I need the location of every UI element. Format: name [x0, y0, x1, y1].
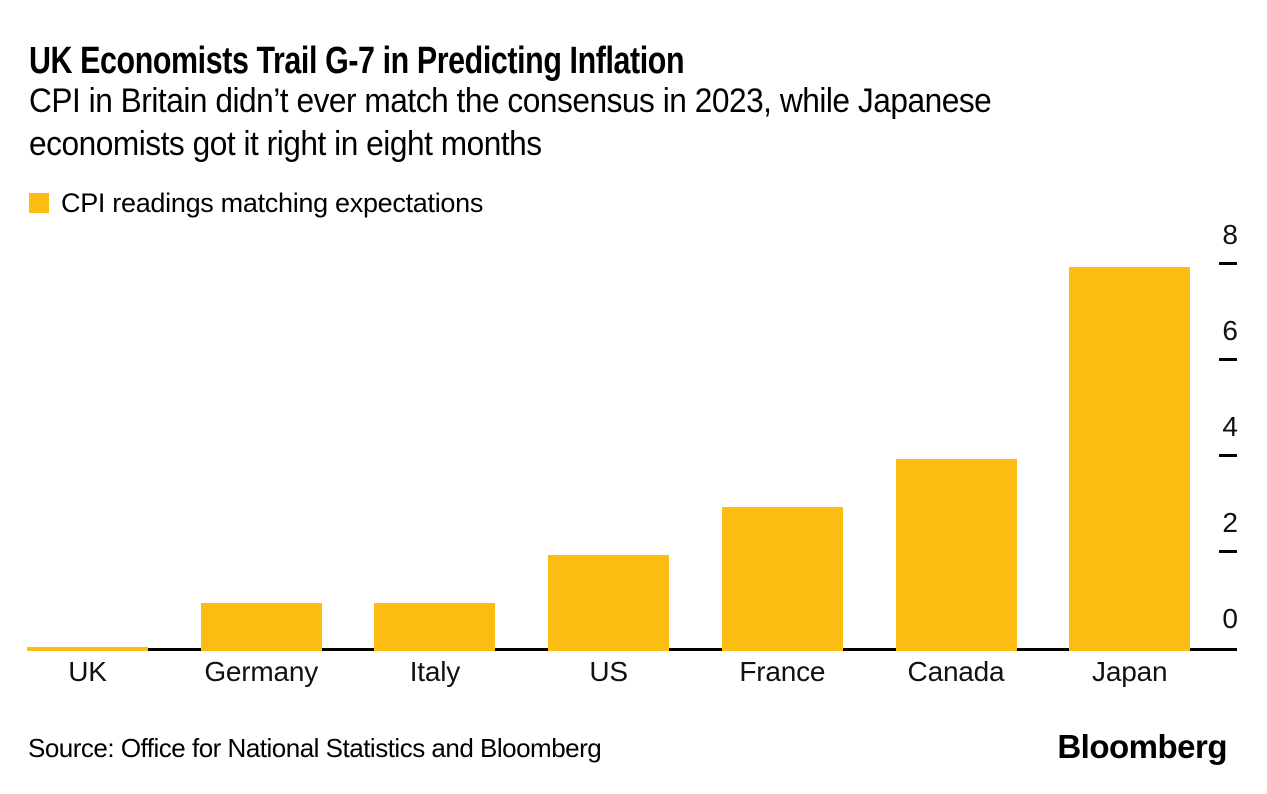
x-axis-label-canada: Canada [907, 656, 1005, 687]
bar-canada [895, 458, 1017, 651]
chart-subtitle-line1: CPI in Britain didn’t ever match the con… [29, 82, 992, 120]
bar-france [721, 506, 843, 651]
y-axis-label-8: 8 [1222, 218, 1238, 250]
y-axis-tick-4 [1219, 453, 1237, 457]
y-axis-tick-6 [1219, 357, 1237, 361]
x-axis-label-uk: UK [68, 656, 107, 687]
y-axis-label-6: 6 [1222, 314, 1238, 346]
y-axis-label-4: 4 [1222, 410, 1238, 442]
bloomberg-logo: Bloomberg [1057, 728, 1227, 765]
bar-us [548, 554, 670, 651]
x-axis-label-italy: Italy [409, 656, 461, 687]
bar-uk [27, 647, 148, 651]
y-axis-tick-2 [1219, 549, 1237, 553]
chart-subtitle: CPI in Britain didn’t ever match the con… [29, 80, 992, 166]
y-axis-label-0: 0 [1222, 603, 1238, 634]
page-title: UK Economists Trail G-7 in Predicting In… [29, 40, 685, 82]
y-axis-label-2: 2 [1222, 506, 1238, 538]
bar-germany [200, 602, 322, 651]
x-axis-label-us: US [589, 656, 628, 687]
x-axis-label-germany: Germany [204, 656, 319, 687]
legend-swatch [29, 193, 49, 213]
bar-japan [1069, 266, 1191, 651]
y-axis-tick-8 [1219, 261, 1237, 265]
x-axis-label-france: France [739, 656, 826, 687]
bar-italy [374, 602, 496, 651]
x-axis-label-japan: Japan [1092, 656, 1168, 687]
chart-subtitle-line2: economists got it right in eight months [29, 125, 542, 163]
legend-label: CPI readings matching expectations [61, 188, 484, 218]
source-note: Source: Office for National Statistics a… [28, 733, 602, 763]
